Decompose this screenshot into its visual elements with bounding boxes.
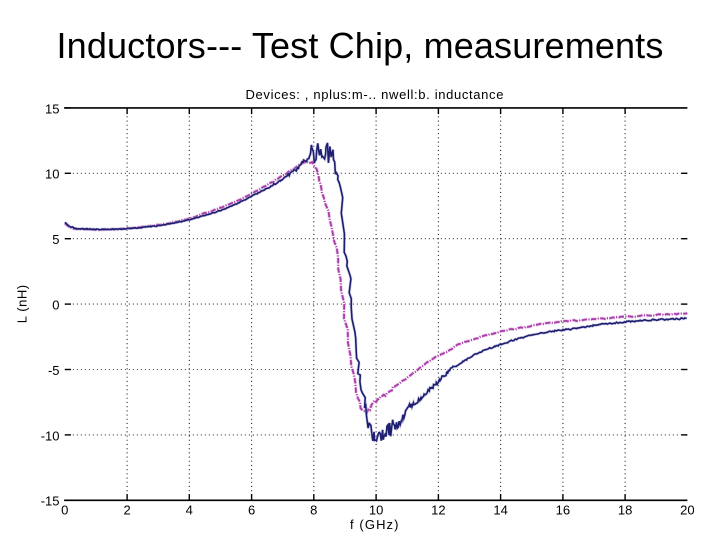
svg-text:18: 18 [618, 502, 632, 517]
svg-text:10: 10 [369, 502, 383, 517]
svg-text:Devices: , nplus:m-.. nwell:b.: Devices: , nplus:m-.. nwell:b. inductanc… [246, 87, 505, 102]
svg-text:f (GHz): f (GHz) [350, 517, 400, 532]
svg-text:8: 8 [310, 502, 317, 517]
svg-text:-10: -10 [41, 428, 60, 443]
svg-text:L (nH): L (nH) [14, 284, 29, 323]
svg-text:20: 20 [680, 502, 694, 517]
svg-text:15: 15 [45, 101, 59, 116]
svg-text:10: 10 [45, 167, 59, 182]
svg-text:0: 0 [61, 502, 68, 517]
svg-text:4: 4 [186, 502, 193, 517]
svg-text:16: 16 [556, 502, 570, 517]
svg-text:2: 2 [123, 502, 130, 517]
svg-text:12: 12 [431, 502, 445, 517]
svg-text:14: 14 [493, 502, 507, 517]
svg-text:6: 6 [248, 502, 255, 517]
svg-text:-15: -15 [41, 494, 60, 509]
svg-text:5: 5 [52, 232, 59, 247]
svg-text:-5: -5 [48, 363, 60, 378]
svg-text:0: 0 [52, 298, 59, 313]
